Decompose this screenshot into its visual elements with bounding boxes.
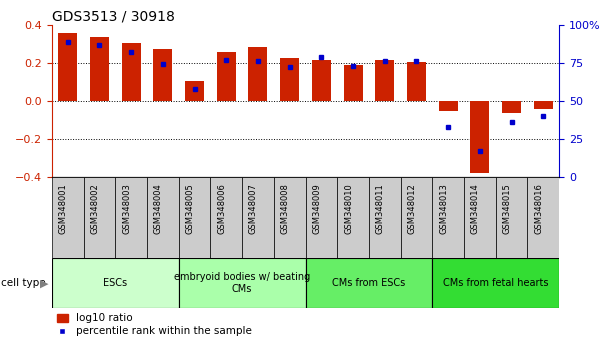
- Bar: [217, 52, 236, 101]
- Bar: [312, 60, 331, 101]
- Text: GSM348013: GSM348013: [439, 183, 448, 234]
- Bar: [527, 177, 559, 258]
- Bar: [115, 177, 147, 258]
- Bar: [337, 177, 369, 258]
- Text: GSM348015: GSM348015: [502, 183, 511, 234]
- Bar: [147, 177, 179, 258]
- Text: GSM348010: GSM348010: [344, 183, 353, 234]
- Bar: [343, 65, 362, 101]
- Text: GSM348014: GSM348014: [471, 183, 480, 234]
- Bar: [306, 258, 433, 308]
- Bar: [496, 177, 527, 258]
- Bar: [84, 177, 115, 258]
- Bar: [407, 62, 426, 101]
- Text: cell type: cell type: [1, 278, 45, 288]
- Text: GDS3513 / 30918: GDS3513 / 30918: [52, 10, 175, 24]
- Bar: [153, 48, 172, 101]
- Bar: [433, 177, 464, 258]
- Text: GSM348012: GSM348012: [408, 183, 417, 234]
- Text: ESCs: ESCs: [103, 278, 127, 288]
- Text: GSM348007: GSM348007: [249, 183, 258, 234]
- Bar: [534, 101, 553, 109]
- Bar: [433, 258, 559, 308]
- Bar: [52, 177, 84, 258]
- Bar: [280, 58, 299, 101]
- Bar: [249, 47, 268, 101]
- Bar: [242, 177, 274, 258]
- Bar: [185, 81, 204, 101]
- Text: CMs from ESCs: CMs from ESCs: [332, 278, 406, 288]
- Bar: [58, 33, 78, 101]
- Bar: [306, 177, 337, 258]
- Text: GSM348005: GSM348005: [186, 183, 194, 234]
- Text: GSM348002: GSM348002: [90, 183, 100, 234]
- Bar: [369, 177, 401, 258]
- Text: GSM348004: GSM348004: [154, 183, 163, 234]
- Text: GSM348009: GSM348009: [312, 183, 321, 234]
- Bar: [122, 43, 141, 101]
- Bar: [179, 258, 306, 308]
- Bar: [90, 37, 109, 101]
- Bar: [502, 101, 521, 113]
- Bar: [470, 101, 489, 173]
- Text: GSM348011: GSM348011: [376, 183, 385, 234]
- Bar: [401, 177, 433, 258]
- Text: embryoid bodies w/ beating
CMs: embryoid bodies w/ beating CMs: [174, 272, 310, 294]
- Text: GSM348003: GSM348003: [122, 183, 131, 234]
- Bar: [439, 101, 458, 112]
- Text: ▶: ▶: [40, 278, 49, 288]
- Text: CMs from fetal hearts: CMs from fetal hearts: [443, 278, 549, 288]
- Text: GSM348008: GSM348008: [280, 183, 290, 234]
- Text: GSM348001: GSM348001: [59, 183, 68, 234]
- Bar: [52, 258, 179, 308]
- Bar: [179, 177, 210, 258]
- Text: GSM348006: GSM348006: [218, 183, 226, 234]
- Bar: [210, 177, 242, 258]
- Legend: log10 ratio, percentile rank within the sample: log10 ratio, percentile rank within the …: [57, 313, 252, 336]
- Text: GSM348016: GSM348016: [534, 183, 543, 234]
- Bar: [274, 177, 306, 258]
- Bar: [375, 60, 394, 101]
- Bar: [464, 177, 496, 258]
